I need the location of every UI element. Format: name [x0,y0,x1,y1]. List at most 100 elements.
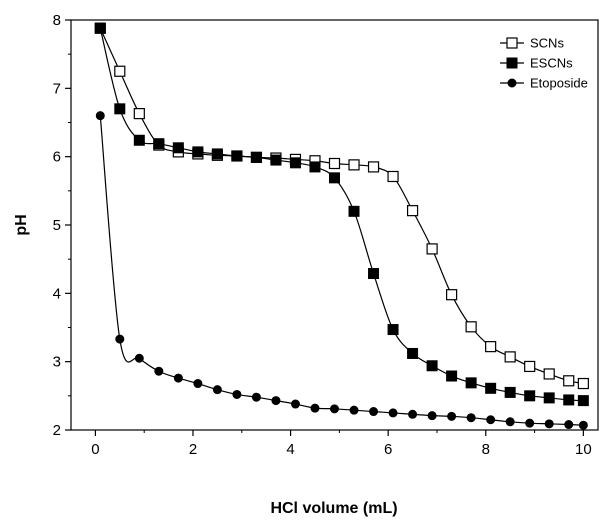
data-point-scns [465,321,477,333]
data-point-escns [192,146,204,158]
data-point-escns [211,148,223,160]
data-point-escns [250,151,262,163]
data-point-escns [563,394,575,406]
y-axis-title: pH [13,214,30,235]
data-point-scns [426,243,438,255]
x-axis: 0 2 4 6 8 10 [91,430,592,458]
y-tick-label: 2 [53,422,61,439]
data-point-scns [387,170,399,183]
data-point-escns [577,395,589,407]
data-point-etoposide [271,396,281,406]
data-point-scns [114,65,126,77]
data-point-scns [446,289,458,301]
data-point-etoposide [544,419,554,429]
x-tick-label: 0 [91,441,99,458]
data-point-scns [563,375,575,387]
data-point-escns [387,324,399,336]
data-point-escns [504,386,516,398]
data-point-escns [446,370,458,382]
data-point-etoposide [154,366,164,376]
plot-area-frame [70,19,599,431]
data-point-scns [328,157,341,170]
data-point-escns [133,134,145,146]
data-point-etoposide [134,353,144,363]
data-point-scns [133,108,145,120]
data-point-escns [172,142,184,154]
data-point-etoposide [212,385,222,395]
series-line-etoposide [99,115,584,426]
data-point-etoposide [310,403,320,413]
legend-item-escns: ESCNs [500,56,573,71]
series-escns [94,22,589,407]
data-point-etoposide [173,373,183,383]
data-point-etoposide [388,408,398,418]
x-tick-label: 2 [189,441,197,458]
data-point-escns [231,150,243,162]
data-point-escns [485,382,497,394]
y-tick-label: 7 [53,80,61,97]
legend: SCNs ESCNs Etoposide [500,36,588,91]
data-point-etoposide [95,111,105,121]
data-point-escns [153,138,165,150]
data-point-etoposide [232,389,242,399]
data-point-etoposide [466,413,476,423]
data-point-etoposide [486,415,496,425]
data-point-escns [407,347,419,359]
data-point-escns [368,268,380,280]
data-point-etoposide [349,405,359,415]
series-etoposide [95,111,588,430]
x-axis-title: HCl volume (mL) [270,500,397,517]
data-point-scns [406,205,419,217]
data-point-etoposide [115,334,125,344]
data-point-etoposide [251,392,261,402]
legend-item-etoposide: Etoposide [500,76,588,91]
legend-marker-scns [506,37,518,49]
data-point-etoposide [564,420,574,430]
data-point-etoposide [505,417,515,427]
data-point-etoposide [369,407,379,417]
data-point-escns [524,390,536,402]
series-layer [94,22,589,430]
data-point-etoposide [427,411,437,421]
data-point-escns [94,22,106,34]
legend-label: ESCNs [530,56,573,71]
data-point-scns [524,360,536,373]
y-tick-label: 4 [53,285,61,302]
data-point-escns [289,157,301,169]
data-point-escns [309,161,321,173]
data-point-escns [426,360,438,372]
legend-marker-etoposide [507,78,517,88]
x-tick-label: 10 [575,441,592,458]
data-point-scns [577,377,589,390]
legend-label: Etoposide [530,76,588,91]
data-point-scns [485,341,497,353]
legend-label: SCNs [530,36,564,51]
data-point-etoposide [330,404,339,414]
data-point-escns [329,172,340,184]
data-point-scns [348,159,360,171]
data-point-escns [465,377,477,389]
data-point-escns [114,103,126,115]
legend-item-scns: SCNs [500,36,564,51]
data-point-etoposide [525,418,535,428]
series-scns [94,22,589,390]
y-tick-label: 3 [53,354,61,371]
data-point-etoposide [193,379,203,389]
legend-marker-escns [506,57,518,69]
y-tick-label: 5 [53,217,61,234]
data-point-scns [367,161,380,173]
x-tick-label: 4 [286,441,294,458]
data-point-scns [504,351,516,363]
x-tick-label: 6 [384,441,392,458]
y-axis: 2 3 4 5 6 7 8 [53,12,71,439]
y-tick-label: 8 [53,12,61,29]
data-point-etoposide [447,411,457,421]
data-point-escns [543,392,555,404]
data-point-etoposide [408,409,418,419]
y-tick-label: 6 [53,149,61,166]
data-point-etoposide [578,420,588,430]
data-point-scns [543,368,555,380]
data-point-etoposide [290,399,300,409]
data-point-escns [348,205,360,217]
